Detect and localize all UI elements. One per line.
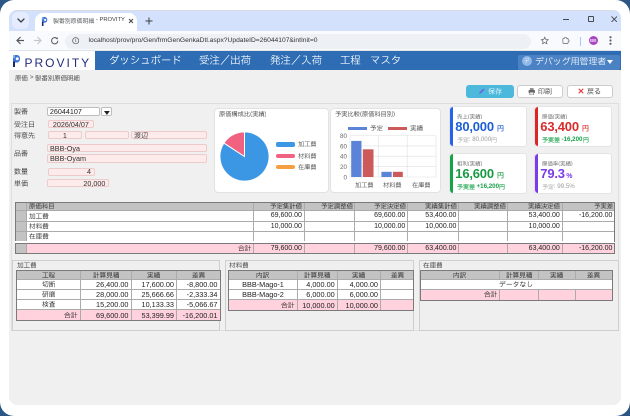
- svg-text:60: 60: [339, 143, 347, 150]
- svg-text:80: 80: [339, 133, 347, 140]
- svg-text:40: 40: [339, 154, 347, 161]
- svg-text:20: 20: [339, 164, 347, 171]
- svg-text:0: 0: [343, 175, 347, 182]
